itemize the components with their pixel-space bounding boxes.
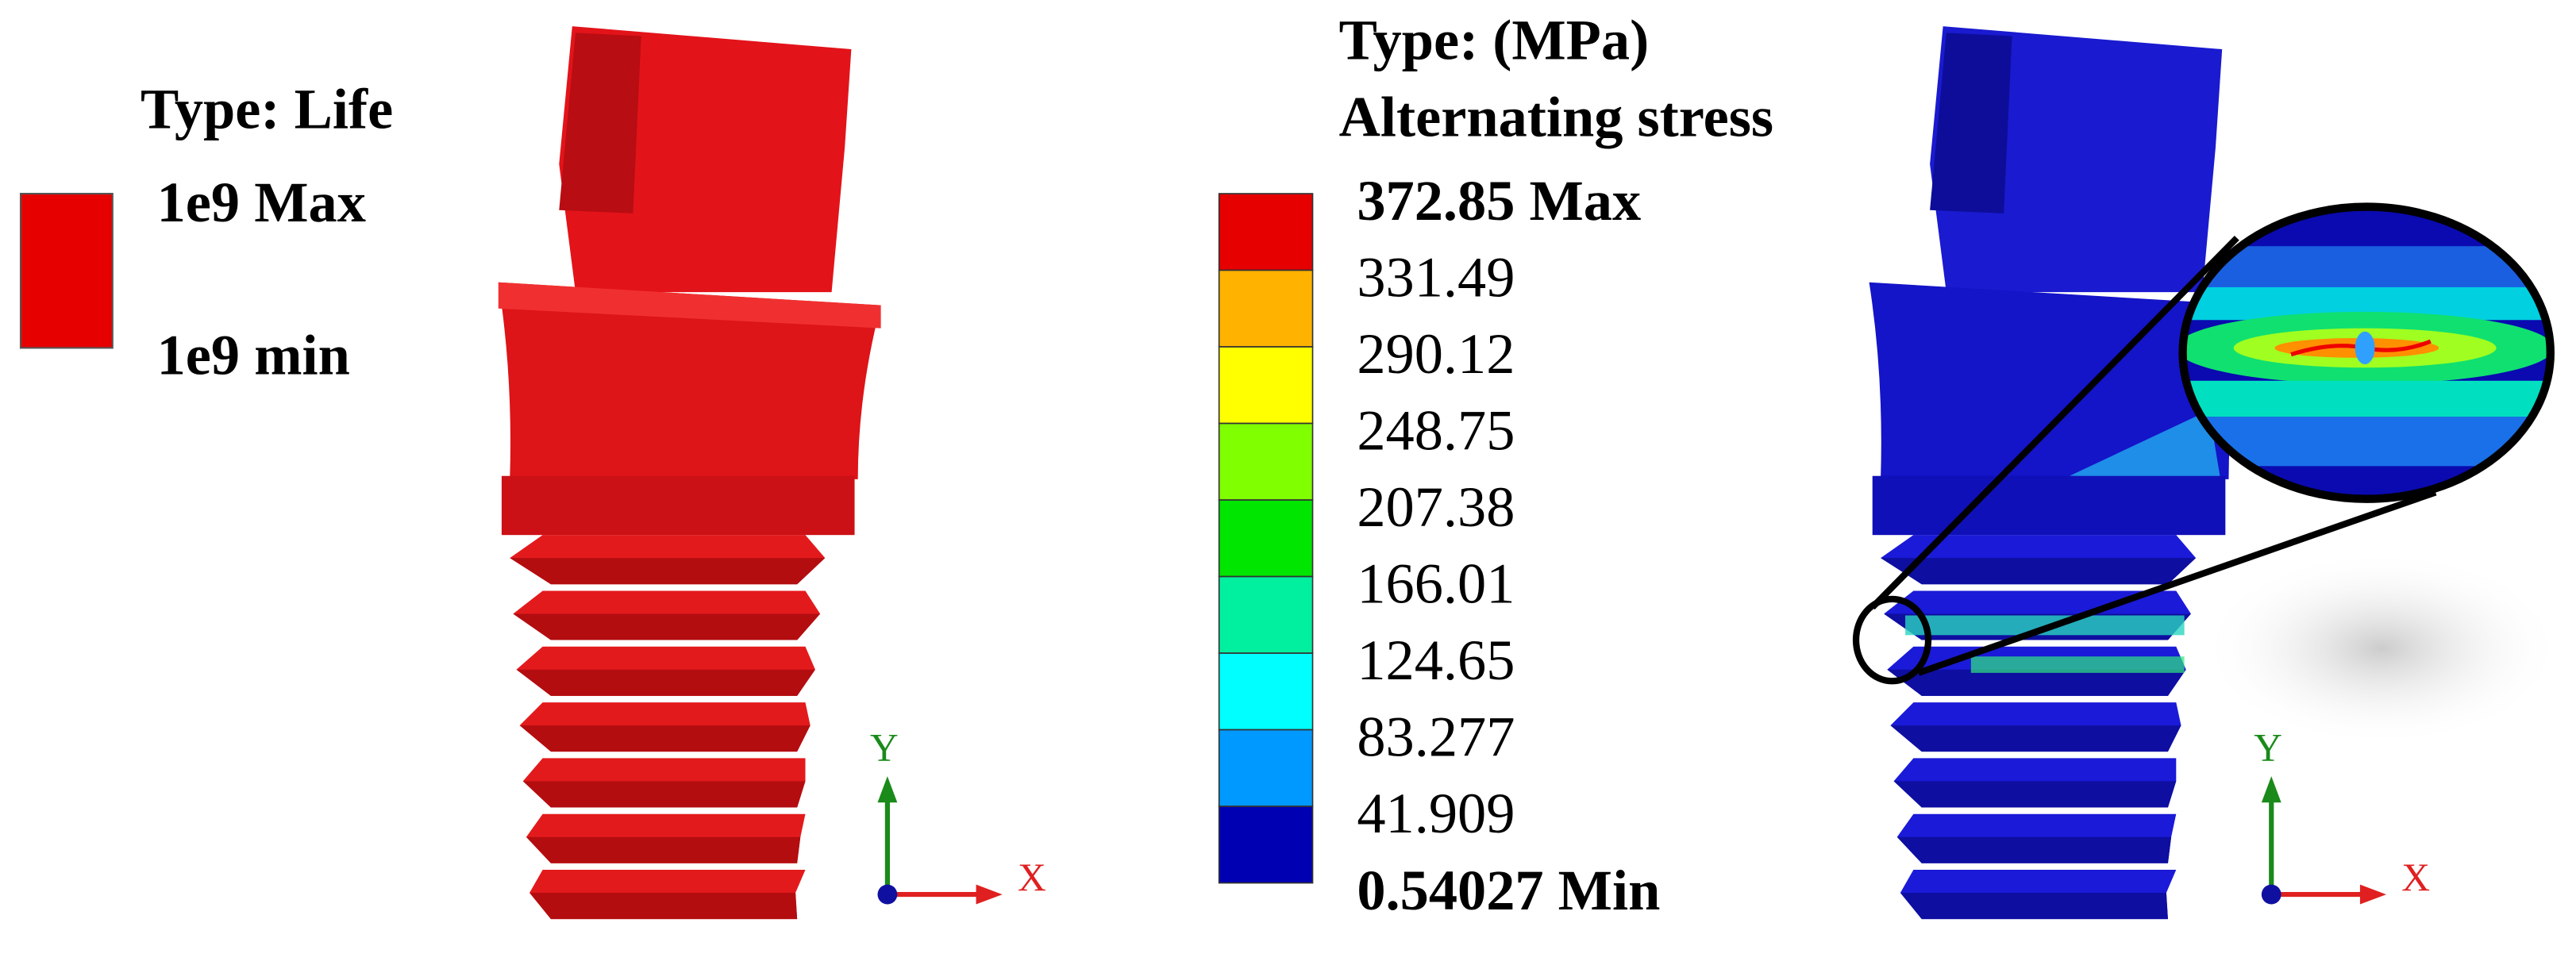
thread-shade xyxy=(513,613,821,640)
axis-label: Y xyxy=(870,726,899,770)
axis-label: Y xyxy=(2254,726,2282,770)
implant-life xyxy=(498,26,881,920)
thread-shade xyxy=(1890,725,2181,752)
thread-shade xyxy=(1896,836,2172,863)
thread-shade xyxy=(1900,893,2168,920)
legend-label: 0.54027 Min xyxy=(1357,859,1660,922)
thread-shade xyxy=(529,893,798,920)
legend-band xyxy=(1218,805,1314,884)
arrow-head xyxy=(2359,884,2387,905)
legend-title: Type: (MPa) xyxy=(1339,9,1650,72)
legend-band xyxy=(1218,652,1314,731)
zoom-inset xyxy=(1852,202,2555,685)
axis-label: X xyxy=(1018,855,1046,899)
legend-label: 1e9 Max xyxy=(157,171,366,234)
thread-shade xyxy=(516,669,815,696)
thread-shade xyxy=(1887,669,2186,696)
thread-shade xyxy=(526,836,801,863)
legend-label: 1e9 min xyxy=(157,324,350,387)
arrow-head xyxy=(877,776,898,803)
legend-subtitle: Alternating stress xyxy=(1339,86,1773,149)
legend-label: 331.49 xyxy=(1357,246,1515,309)
thread-shade xyxy=(522,781,806,808)
thread-shade xyxy=(1893,781,2177,808)
legend-band xyxy=(1218,729,1314,807)
legend-title: Type: Life xyxy=(141,77,393,140)
legend-label: 290.12 xyxy=(1357,322,1515,386)
legend-label: 372.85 Max xyxy=(1357,169,1641,233)
life-legend-swatch xyxy=(19,192,114,349)
legend-band xyxy=(1218,422,1314,501)
legend-label: 41.909 xyxy=(1357,782,1515,845)
origin xyxy=(877,884,898,905)
legend-label: 248.75 xyxy=(1357,399,1515,463)
legend-label: 124.65 xyxy=(1357,629,1515,692)
legend-band xyxy=(1218,575,1314,654)
implant-stress xyxy=(1869,26,2252,920)
thread-shade xyxy=(510,558,826,585)
thread-shade xyxy=(519,725,811,752)
legend-band xyxy=(1218,346,1314,425)
legend-label: 83.277 xyxy=(1357,705,1515,769)
arrow-head xyxy=(976,884,1003,905)
arrow-head xyxy=(2261,776,2281,803)
thread-shade xyxy=(1881,558,2197,585)
legend-band xyxy=(1218,193,1314,271)
legend-band xyxy=(1218,499,1314,578)
origin xyxy=(2261,884,2281,905)
legend-label: 166.01 xyxy=(1357,552,1515,616)
legend-label: 207.38 xyxy=(1357,475,1515,539)
legend-band xyxy=(1218,269,1314,348)
axis-label: X xyxy=(2401,855,2430,899)
